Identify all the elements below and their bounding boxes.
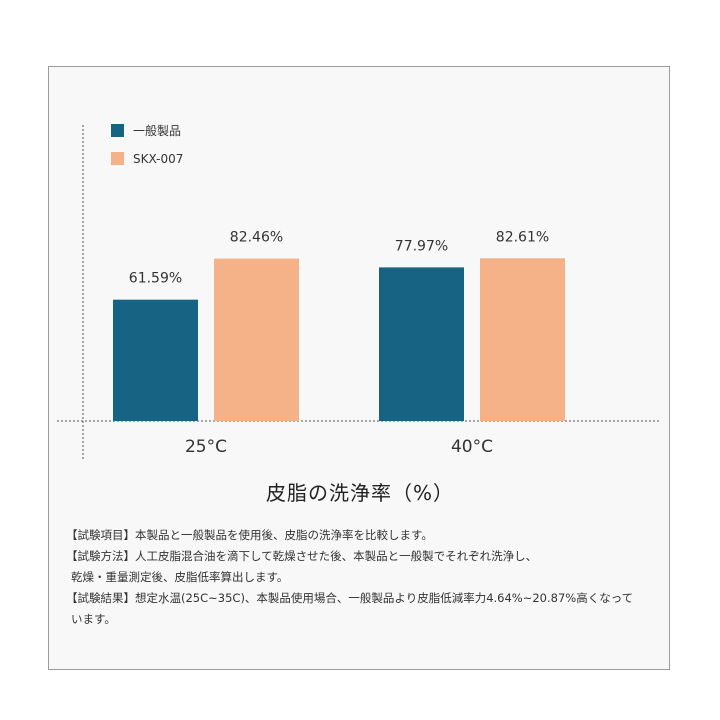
- note-test-item: 【試験項目】本製品と一般製品を使用後、皮脂の洗浄率を比較します。: [66, 528, 433, 542]
- bar-1-1: [113, 299, 198, 421]
- chart-title: 皮脂の洗浄率（%）: [265, 481, 454, 505]
- legend-label-1: 一般製品: [133, 123, 181, 138]
- legend-swatch-2: [111, 152, 124, 165]
- bar-chart: 一般製品 SKX-007 61.59% 82.46% 25°C 77.97% 82.61% 4…: [57, 123, 661, 459]
- data-label-1-1: 61.59%: [129, 271, 182, 287]
- data-label-2-1: 82.46%: [230, 230, 283, 246]
- legend-swatch-1: [111, 124, 124, 137]
- bar-2-2: [480, 258, 565, 421]
- data-label-2-2: 82.61%: [496, 229, 549, 245]
- category-label-1: 25°C: [185, 437, 227, 457]
- data-label-1-2: 77.97%: [395, 238, 448, 254]
- bar-2-1: [214, 258, 299, 421]
- test-notes: 【試験項目】本製品と一般製品を使用後、皮脂の洗浄率を比較します。 【試験方法】人…: [66, 525, 666, 630]
- note-test-method-cont: 乾燥・重量測定後、皮脂低率算出します。: [71, 570, 289, 584]
- legend-label-2: SKX-007: [133, 152, 183, 166]
- note-test-result: 【試験結果】想定水温(25C~35C)、本製品使用場合、一般製品より皮脂低減率力…: [66, 591, 634, 605]
- category-label-2: 40°C: [451, 437, 493, 457]
- chart-panel: 一般製品 SKX-007 61.59% 82.46% 25°C 77.97% 82.61% 4…: [48, 66, 670, 670]
- note-test-result-cont: います。: [71, 612, 116, 626]
- bar-1-2: [379, 267, 464, 421]
- note-test-method: 【試験方法】人工皮脂混合油を滴下して乾燥させた後、本製品と一般製でそれぞれ洗浄し…: [66, 549, 538, 563]
